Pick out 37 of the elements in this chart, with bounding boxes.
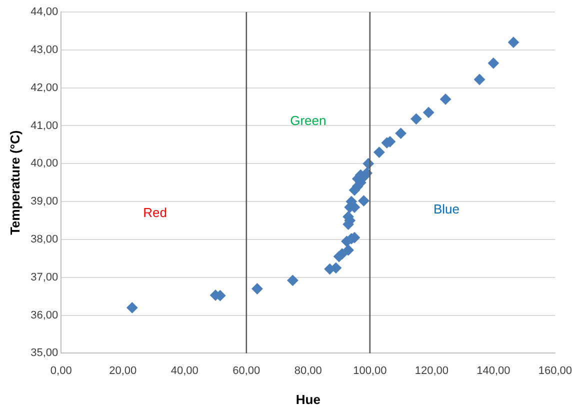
point: [374, 146, 385, 158]
y-tick-label: 38,00: [30, 234, 58, 246]
point: [440, 94, 452, 105]
x-tick-label: 40,00: [170, 364, 198, 377]
point: [395, 128, 406, 139]
y-tick-label: 37,00: [30, 271, 58, 284]
y-tick-label: 39,00: [30, 196, 58, 208]
annotation: Green: [290, 112, 326, 128]
point: [508, 36, 519, 48]
x-tick-label: 120,00: [414, 364, 448, 377]
y-tick-label: 40,00: [30, 158, 58, 170]
y-axis-title: Temperature (°C): [7, 130, 22, 235]
x-tick-label: 80,00: [294, 364, 322, 377]
annotation: Red: [143, 204, 167, 220]
point: [287, 274, 298, 286]
point: [126, 302, 138, 314]
y-tick-label: 35,00: [30, 347, 58, 360]
x-tick-label: 0,00: [50, 364, 72, 377]
y-tick-label: 43,00: [30, 44, 58, 56]
y-tick-label: 36,00: [30, 309, 58, 322]
x-tick-label: 60,00: [232, 364, 260, 377]
x-tick-label: 20,00: [109, 364, 137, 377]
x-axis-title: Hue: [296, 392, 320, 407]
y-tick-label: 42,00: [30, 82, 58, 94]
x-tick-label: 160,00: [538, 364, 572, 377]
point: [474, 74, 486, 85]
x-tick-label: 140,00: [476, 364, 510, 377]
y-tick-label: 41,00: [30, 120, 58, 132]
y-tick-label: 44,00: [30, 6, 58, 18]
point: [410, 113, 422, 124]
annotation: Blue: [433, 201, 460, 216]
point: [358, 195, 370, 206]
x-tick-label: 100,00: [353, 364, 387, 377]
point: [488, 58, 499, 69]
point: [252, 283, 263, 294]
point: [423, 106, 434, 118]
point: [342, 244, 354, 256]
